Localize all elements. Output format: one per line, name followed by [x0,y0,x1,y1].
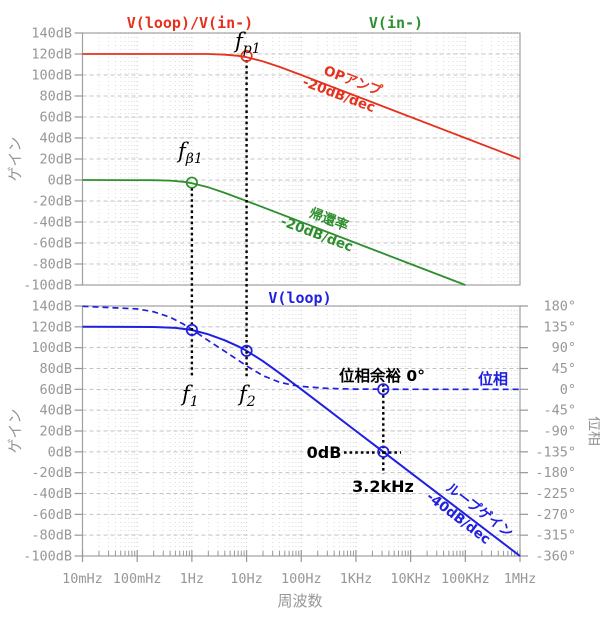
phase-tick-label: -45° [543,403,576,419]
x-tick-label: 1Hz [180,571,204,587]
gain-tick-label: 120dB [31,47,72,63]
phase-axis-title: 位相 [586,416,600,446]
x-tick-label: 100mHz [113,571,162,587]
gain-axis-title-bottom: ゲイン [6,409,24,454]
phase-tick-label: -135° [535,444,576,460]
curve-opamp-open-loop-gain [82,53,521,160]
phase-tick-label: -225° [535,486,576,502]
fp1-label: fp1 [233,29,261,57]
gain-tick-label: 140dB [31,299,72,315]
gain-tick-label: 40dB [39,131,72,147]
trace-title-vin: V(in-) [369,14,423,32]
gain-tick-label: 140dB [31,26,72,42]
x-axis-title: 周波数 [277,592,322,610]
phase-tick-label: -180° [535,465,576,481]
marker-circle [240,50,253,63]
gain-tick-label: -80dB [31,528,72,544]
phase-margin-label: 位相余裕 0° [339,366,425,385]
marker-circle [240,344,253,357]
gain-tick-label: 0dB [48,444,72,460]
phase-curve-label: 位相 [478,370,508,388]
phase-tick-label: 90° [552,340,576,356]
phase-tick-label: -90° [543,424,576,440]
x-tick-label: 1MHz [504,571,537,587]
marker-circle [185,176,198,189]
crossover-frequency-label: 3.2kHz [352,477,414,496]
marker-circle [185,323,198,337]
zero-db-label: 0dB [307,443,342,462]
gain-tick-label: 60dB [39,110,72,126]
top-panel: 140dB 120dB 100dB 80dB 60dB 40dB 20dB 0dB -20dB -… [23,26,521,294]
curve-feedback-factor [82,179,466,286]
phase-tick-label: -315° [535,528,576,544]
phase-tick-label: -270° [535,507,576,523]
x-tick-label: 10Hz [230,571,263,587]
phase-tick-label: 135° [543,319,576,335]
curve-loop-phase [82,305,520,391]
x-tick-label: 10KHz [390,571,431,587]
gain-tick-label: 120dB [31,319,72,335]
x-tick-label: 100KHz [441,571,490,587]
trace-title-vloopvin: V(loop)/V(in-) [127,14,253,32]
bottom-panel: 140dB 120dB 100dB 80dB 60dB 40dB 20dB 0dB -20dB -… [23,299,576,588]
gain-tick-label: -100dB [23,549,72,565]
gain-tick-label: -60dB [31,507,72,523]
gain-tick-label: -80dB [31,257,72,273]
gain-tick-label: -100dB [23,278,72,294]
gain-tick-label: 100dB [31,340,72,356]
gain-tick-label: 60dB [39,382,72,398]
gain-tick-label: -60dB [31,236,72,252]
f2-label: f2 [237,382,256,410]
phase-tick-label: 0° [560,382,576,398]
fbeta1-label: fβ1 [176,139,203,167]
gain-tick-label: -20dB [31,194,72,210]
x-tick-label: 10mHz [62,571,103,587]
x-tick-label: 1KHz [340,571,373,587]
gain-tick-label: -40dB [31,215,72,231]
marker-circle [377,383,390,396]
gain-tick-label: -40dB [31,486,72,502]
gain-axis-title-top: ゲイン [6,137,24,182]
f1-label: f1 [180,382,199,410]
gain-tick-label: 40dB [39,403,72,419]
gain-tick-label: 20dB [39,424,72,440]
gain-tick-label: 80dB [39,89,72,105]
gain-tick-label: 20dB [39,152,72,168]
phase-tick-label: 180° [543,299,576,315]
trace-title-vloop: V(loop) [268,289,331,307]
gain-tick-label: 100dB [31,68,72,84]
x-tick-label: 100Hz [281,571,322,587]
gain-tick-label: -20dB [31,465,72,481]
gain-tick-label: 0dB [48,173,72,189]
marker-circle [377,445,390,458]
phase-tick-label: 45° [552,361,576,377]
gain-tick-label: 80dB [39,361,72,377]
phase-tick-label: -360° [535,549,576,565]
